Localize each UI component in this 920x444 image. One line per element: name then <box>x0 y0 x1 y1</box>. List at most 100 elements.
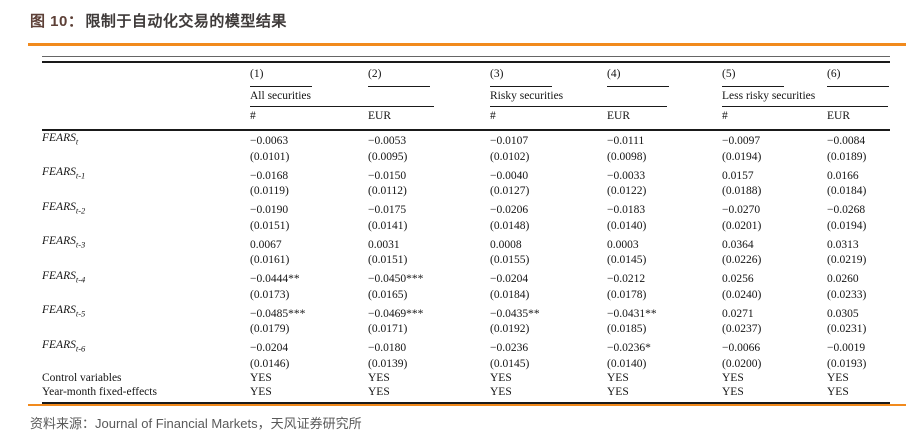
measure-header: EUR <box>827 107 890 131</box>
footer-divider <box>28 404 906 406</box>
row-label-empty <box>42 219 250 235</box>
coef-cell: −0.0168 <box>250 169 289 182</box>
se-cell: (0.0155) <box>490 254 530 267</box>
coef-cell: 0.0364 <box>722 238 754 251</box>
coef-cell: 0.0008 <box>490 238 522 251</box>
empty-header-cell <box>42 87 250 108</box>
coef-cell: −0.0444** <box>250 273 300 286</box>
coef-cell: −0.0019 <box>827 341 866 354</box>
coef-cell: −0.0431** <box>607 307 657 320</box>
measure-header: EUR <box>368 107 490 131</box>
se-cell: (0.0140) <box>607 357 647 370</box>
coef-cell: −0.0204 <box>490 273 529 286</box>
summary-row: Control variables YES YES YES YES YES YES <box>42 372 890 386</box>
se-cell: (0.0173) <box>250 288 290 301</box>
se-cell: (0.0098) <box>607 150 647 163</box>
row-label: FEARSt-3 <box>42 235 86 250</box>
measure-header: # <box>250 107 368 131</box>
coef-cell: −0.0084 <box>827 135 866 148</box>
se-cell: (0.0193) <box>827 357 867 370</box>
column-number: (4) <box>607 67 669 87</box>
measure-header: EUR <box>607 107 722 131</box>
row-label-empty <box>42 253 250 269</box>
row-label: FEARSt-6 <box>42 338 86 353</box>
coefficient-row: FEARSt-6 −0.0204 −0.0180 −0.0236 −0.0236* −0.… <box>42 338 890 357</box>
summary-cell: YES <box>722 372 744 385</box>
se-cell: (0.0231) <box>827 323 867 336</box>
coef-cell: −0.0450*** <box>368 273 424 286</box>
se-cell: (0.0184) <box>490 288 530 301</box>
coef-cell: 0.0157 <box>722 169 754 182</box>
coef-cell: 0.0067 <box>250 238 282 251</box>
coef-cell: −0.0175 <box>368 204 407 217</box>
column-number: (6) <box>827 67 889 87</box>
column-number: (2) <box>368 67 430 87</box>
se-cell: (0.0200) <box>722 357 762 370</box>
se-cell: (0.0171) <box>368 323 408 336</box>
empty-header-cell <box>42 62 250 87</box>
coef-cell: −0.0066 <box>722 341 761 354</box>
row-label: FEARSt <box>42 131 79 147</box>
coef-cell: −0.0236* <box>607 341 651 354</box>
group-header: Risky securities <box>490 87 667 108</box>
coef-cell: −0.0212 <box>607 273 646 286</box>
se-cell: (0.0201) <box>722 219 762 232</box>
coef-cell: 0.0256 <box>722 273 754 286</box>
coef-cell: −0.0190 <box>250 204 289 217</box>
coefficient-row: FEARSt-3 0.0067 0.0031 0.0008 0.0003 0.0364 0.… <box>42 234 890 253</box>
coef-cell: −0.0469*** <box>368 307 424 320</box>
regression-table: (1) (2) (3) (4) (5) (6) All securities R… <box>42 61 890 405</box>
coef-cell: −0.0150 <box>368 169 407 182</box>
stderr-row: (0.0146) (0.0139) (0.0145) (0.0140) (0.0200)… <box>42 357 890 373</box>
coef-cell: −0.0485*** <box>250 307 306 320</box>
summary-cell: YES <box>250 385 272 398</box>
coef-cell: −0.0097 <box>722 135 761 148</box>
coef-cell: −0.0206 <box>490 204 529 217</box>
se-cell: (0.0184) <box>827 185 867 198</box>
stderr-row: (0.0161) (0.0151) (0.0155) (0.0145) (0.0226)… <box>42 253 890 269</box>
row-label-empty <box>42 184 250 200</box>
row-label: Year-month fixed-effects <box>42 385 157 398</box>
se-cell: (0.0101) <box>250 150 290 163</box>
coef-cell: −0.0033 <box>607 169 646 182</box>
row-label: FEARSt-5 <box>42 304 86 319</box>
se-cell: (0.0188) <box>722 185 762 198</box>
stderr-row: (0.0173) (0.0165) (0.0184) (0.0178) (0.0240)… <box>42 288 890 304</box>
summary-cell: YES <box>490 385 512 398</box>
coefficient-row: FEARSt −0.0063 −0.0053 −0.0107 −0.0111 −0.009… <box>42 130 890 150</box>
se-cell: (0.0185) <box>607 323 647 336</box>
summary-cell: YES <box>250 372 272 385</box>
stderr-row: (0.0101) (0.0095) (0.0102) (0.0098) (0.0194)… <box>42 150 890 166</box>
se-cell: (0.0127) <box>490 185 530 198</box>
summary-cell: YES <box>368 385 390 398</box>
se-cell: (0.0119) <box>250 185 289 198</box>
coefficient-row: FEARSt-1 −0.0168 −0.0150 −0.0040 −0.0033 0.01… <box>42 165 890 184</box>
coef-cell: 0.0313 <box>827 238 859 251</box>
se-cell: (0.0095) <box>368 150 408 163</box>
se-cell: (0.0189) <box>827 150 867 163</box>
summary-cell: YES <box>490 372 512 385</box>
column-number: (5) <box>722 67 784 87</box>
stderr-row: (0.0119) (0.0112) (0.0127) (0.0122) (0.0188)… <box>42 184 890 200</box>
se-cell: (0.0102) <box>490 150 530 163</box>
row-label: FEARSt-1 <box>42 166 86 181</box>
se-cell: (0.0161) <box>250 254 290 267</box>
se-cell: (0.0179) <box>250 323 290 336</box>
coef-cell: −0.0180 <box>368 341 407 354</box>
row-label-empty <box>42 357 250 373</box>
group-header: All securities <box>250 87 434 108</box>
se-cell: (0.0139) <box>368 357 408 370</box>
measure-header: # <box>722 107 827 131</box>
measure-header: # <box>490 107 607 131</box>
se-cell: (0.0165) <box>368 288 408 301</box>
stderr-row: (0.0179) (0.0171) (0.0192) (0.0185) (0.0237)… <box>42 322 890 338</box>
se-cell: (0.0146) <box>250 357 290 370</box>
summary-cell: YES <box>827 385 849 398</box>
coef-cell: −0.0204 <box>250 341 289 354</box>
se-cell: (0.0151) <box>368 254 408 267</box>
coef-cell: −0.0053 <box>368 135 407 148</box>
se-cell: (0.0178) <box>607 288 647 301</box>
coefficient-row: FEARSt-4 −0.0444** −0.0450*** −0.0204 −0.021… <box>42 269 890 288</box>
coef-cell: −0.0435** <box>490 307 540 320</box>
